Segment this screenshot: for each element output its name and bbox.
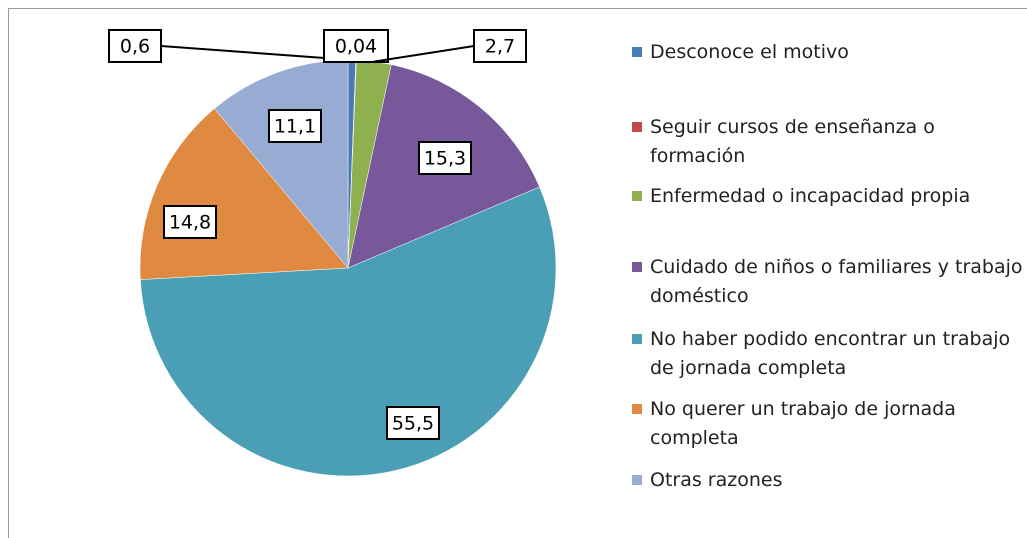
legend-item: Seguir cursos de enseñanza o formación [632, 113, 1027, 171]
legend-label: No querer un trabajo de jornada completa [650, 398, 956, 449]
data-label: 15,3 [424, 148, 466, 170]
frame [8, 8, 1027, 538]
legend-label: No haber podido encontrar un trabajo de … [650, 328, 1011, 379]
legend-label: Desconoce el motivo [650, 41, 849, 63]
legend-swatch [632, 475, 642, 485]
legend-swatch [632, 47, 642, 57]
legend-item: Enfermedad o incapacidad propia [632, 182, 1027, 211]
legend-item: No querer un trabajo de jornada completa [632, 395, 1027, 453]
label-box [418, 141, 472, 175]
label-box [386, 406, 440, 440]
label-box [268, 109, 322, 143]
data-label: 2,7 [485, 36, 515, 58]
legend-item: No haber podido encontrar un trabajo de … [632, 325, 1027, 383]
label-box [323, 29, 389, 63]
data-label: 0,04 [335, 36, 377, 58]
legend-label: Seguir cursos de enseñanza o formación [650, 116, 935, 167]
legend-label: Enfermedad o incapacidad propia [650, 185, 971, 207]
legend-swatch [632, 404, 642, 414]
label-box [473, 29, 527, 63]
legend-item: Cuidado de niños o familiares y trabajo … [632, 253, 1027, 311]
legend-label: Cuidado de niños o familiares y trabajo … [650, 256, 1023, 307]
legend-item: Desconoce el motivo [632, 38, 1027, 67]
leader-line [160, 45, 352, 62]
label-box [163, 205, 217, 239]
data-label: 55,5 [392, 413, 434, 435]
legend-swatch [632, 122, 642, 132]
label-box [108, 29, 162, 63]
data-label: 14,8 [169, 212, 211, 234]
legend-swatch [632, 191, 642, 201]
legend-label: Otras razones [650, 469, 783, 491]
leader-line [373, 45, 475, 63]
legend-swatch [632, 334, 642, 344]
legend-item: Otras razones [632, 466, 1027, 495]
data-label: 11,1 [274, 116, 316, 138]
data-label: 0,6 [120, 36, 150, 58]
legend-swatch [632, 262, 642, 272]
pie-slice [140, 186, 557, 477]
